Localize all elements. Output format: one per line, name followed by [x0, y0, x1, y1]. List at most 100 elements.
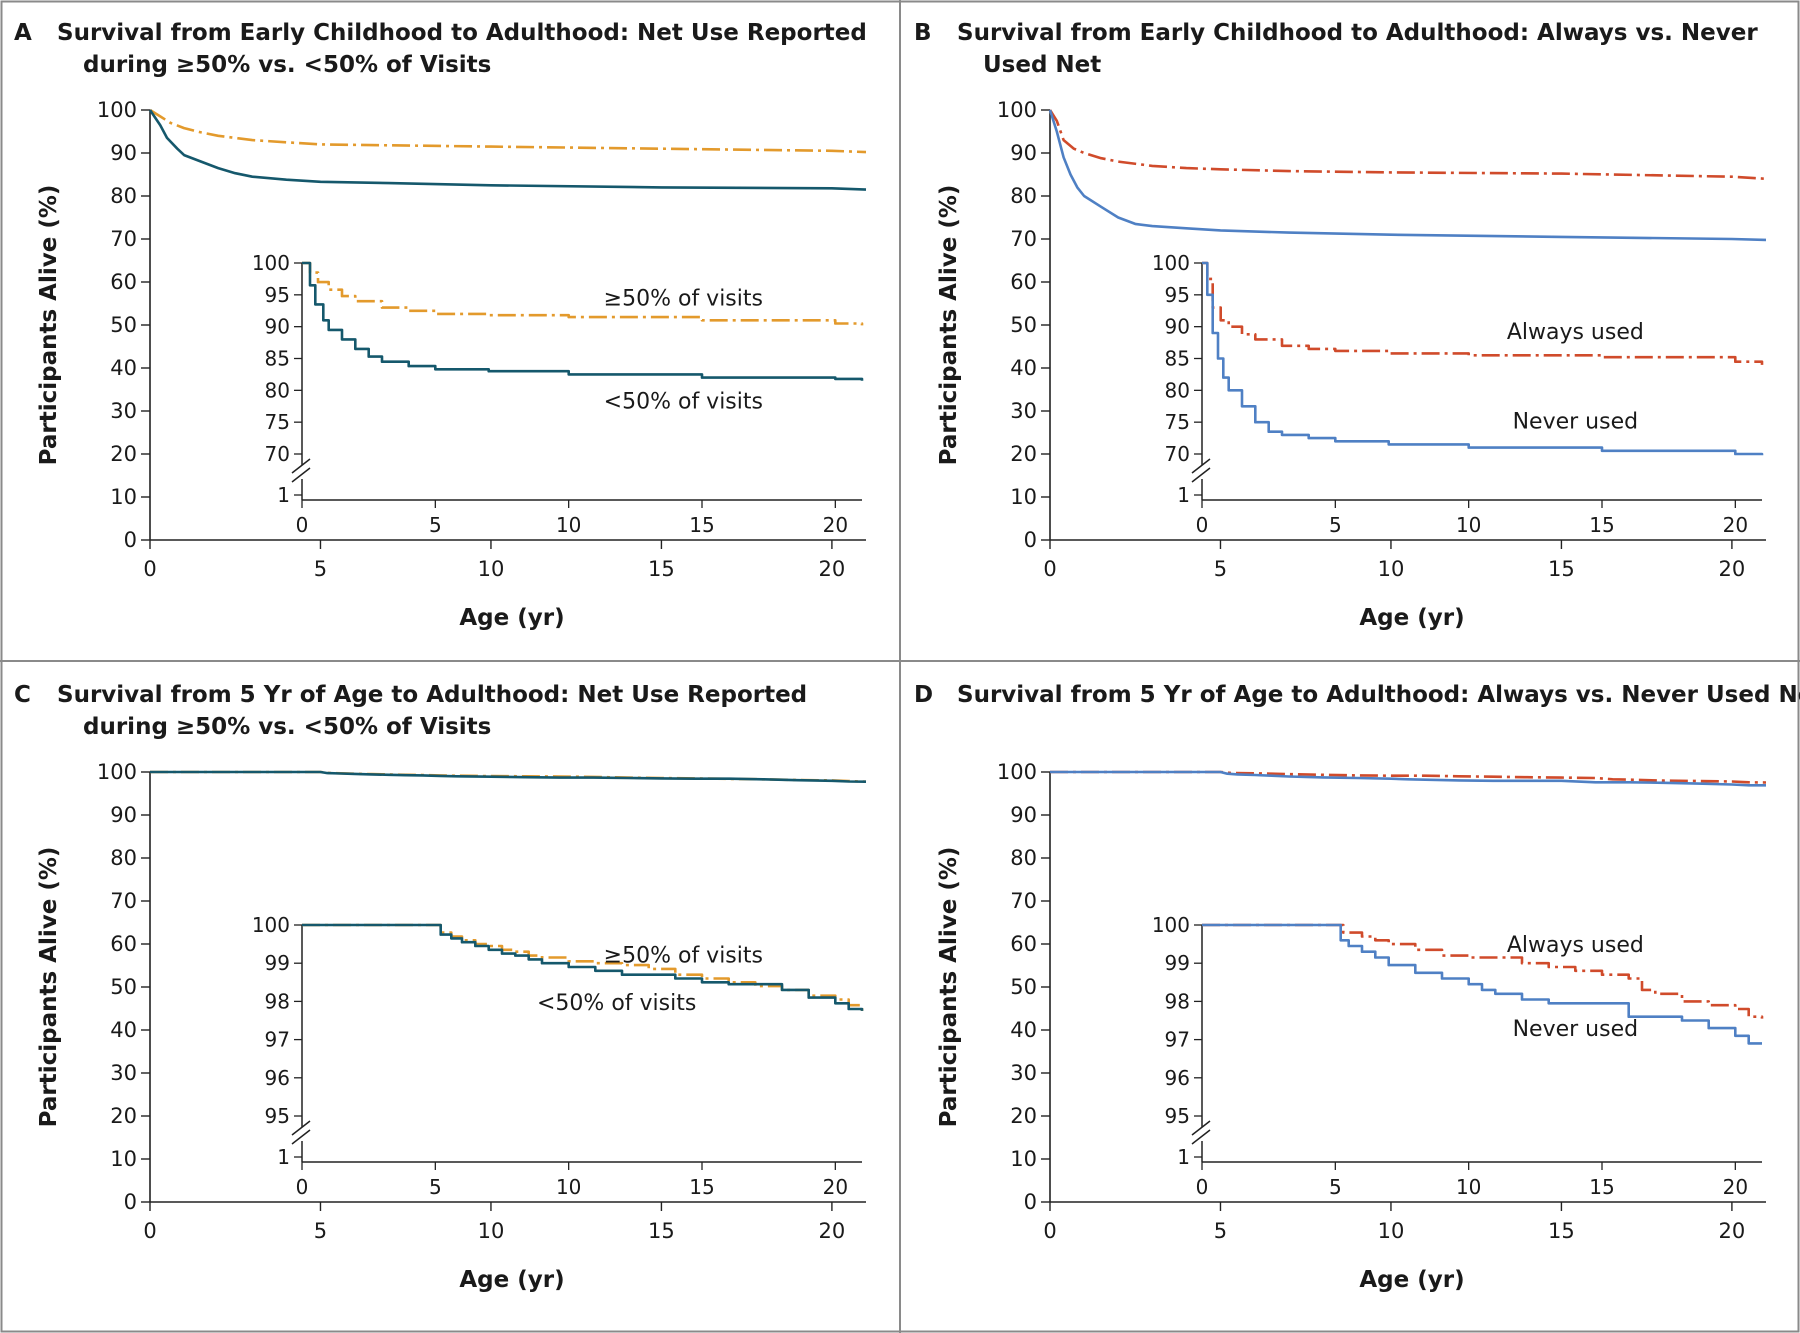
y-tick-label: 70 [1010, 227, 1037, 251]
main-series-line [148, 109, 867, 191]
y-axis-title: Participants Alive (%) [36, 185, 62, 466]
panel-title-line: Survival from Early Childhood to Adultho… [957, 20, 1758, 46]
x-tick-label: 10 [478, 1219, 505, 1243]
inset-x-tick-label: 20 [1723, 513, 1748, 537]
y-tick-label: 70 [110, 227, 137, 251]
inset-y-tick-label: 99 [1165, 951, 1190, 975]
y-tick-label: 100 [97, 98, 137, 122]
x-tick-label: 15 [1548, 1219, 1575, 1243]
y-tick-label: 10 [110, 485, 137, 509]
y-tick-label: 20 [110, 1104, 137, 1128]
inset-x-tick-label: 15 [1589, 513, 1614, 537]
x-tick-label: 20 [819, 1219, 846, 1243]
y-tick-label: 50 [110, 313, 137, 337]
inset-axis-break-mark [1191, 458, 1211, 474]
inset-axis-break-mark [291, 458, 311, 474]
x-axis-title: Age (yr) [1359, 605, 1464, 631]
panel-a: A Survival from Early Childhood to Adulth… [14, 20, 867, 631]
inset-axis-break-mark [291, 467, 311, 483]
y-tick-label: 90 [1010, 803, 1037, 827]
inset-y-tick-label: 95 [265, 1104, 290, 1128]
panel-c: C Survival from 5 Yr of Age to Adulthood:… [14, 682, 867, 1293]
inset-y-tick-label: 97 [265, 1028, 290, 1052]
inset-x-tick-label: 20 [823, 1175, 848, 1199]
x-tick-label: 0 [1043, 557, 1056, 581]
main-series-line [150, 770, 867, 783]
y-tick-label: 40 [110, 1018, 137, 1042]
x-axis-title: Age (yr) [1359, 1267, 1464, 1293]
series-label: Never used [1513, 409, 1639, 434]
inset-x-tick-label: 10 [556, 513, 581, 537]
inset-series-line [302, 261, 864, 326]
inset-y-tick-label: 100 [252, 251, 290, 275]
series-label: ≥50% of visits [604, 286, 763, 311]
x-tick-label: 15 [1548, 557, 1575, 581]
panel-d: D Survival from 5 Yr of Age to Adulthood:… [914, 682, 1800, 1293]
x-tick-label: 5 [314, 557, 327, 581]
inset-x-tick-label: 15 [689, 513, 714, 537]
y-axis-title: Participants Alive (%) [936, 847, 962, 1128]
inset-y-tick-label: 95 [265, 283, 290, 307]
x-tick-label: 0 [1043, 1219, 1056, 1243]
x-axis-title: Age (yr) [459, 1267, 564, 1293]
main-series-line [149, 108, 867, 154]
inset-axis-break-mark [291, 1129, 311, 1145]
panel-letter: D [914, 682, 933, 708]
y-tick-label: 10 [1010, 1147, 1037, 1171]
inset-x-tick-label: 5 [1329, 1175, 1342, 1199]
inset-y-tick-label: 85 [265, 347, 290, 371]
inset-y-tick-label: 85 [1165, 347, 1190, 371]
x-tick-label: 20 [819, 557, 846, 581]
inset-axis-break-mark [1191, 467, 1211, 483]
panel-title-line: Survival from Early Childhood to Adultho… [57, 20, 867, 46]
inset-x-tick-label: 0 [1196, 1175, 1209, 1199]
y-tick-label: 70 [1010, 889, 1037, 913]
y-tick-label: 50 [1010, 975, 1037, 999]
x-tick-label: 10 [1378, 1219, 1405, 1243]
panel-letter: A [14, 20, 32, 46]
y-tick-label: 80 [110, 184, 137, 208]
series-label: Always used [1507, 933, 1644, 958]
y-tick-label: 100 [997, 98, 1037, 122]
y-tick-label: 20 [1010, 442, 1037, 466]
inset-y-tick-label: 97 [1165, 1028, 1190, 1052]
x-tick-label: 10 [1378, 557, 1405, 581]
y-tick-label: 20 [1010, 1104, 1037, 1128]
x-tick-label: 10 [478, 557, 505, 581]
inset-x-tick-label: 15 [1589, 1175, 1614, 1199]
x-tick-label: 5 [1214, 557, 1227, 581]
x-tick-label: 5 [314, 1219, 327, 1243]
inset-y-tick-label: 70 [265, 442, 290, 466]
inset-series-line [1202, 261, 1764, 365]
inset-x-tick-label: 5 [429, 1175, 442, 1199]
inset-y-tick-label: 96 [1165, 1066, 1190, 1090]
inset-series-line [1202, 261, 1764, 456]
x-tick-label: 0 [143, 1219, 156, 1243]
inset-series-line [1202, 923, 1764, 1019]
inset-x-tick-label: 0 [1196, 513, 1209, 537]
y-tick-label: 40 [110, 356, 137, 380]
y-tick-label: 80 [110, 846, 137, 870]
inset-x-tick-label: 20 [1723, 1175, 1748, 1199]
y-tick-label: 30 [1010, 1061, 1037, 1085]
y-tick-label: 30 [110, 1061, 137, 1085]
panel-letter: C [14, 682, 31, 708]
y-axis-title: Participants Alive (%) [936, 185, 962, 466]
inset-x-tick-label: 10 [1456, 513, 1481, 537]
inset-y-tick-label: 75 [1165, 410, 1190, 434]
inset-series-line [302, 923, 864, 1011]
y-tick-label: 100 [97, 760, 137, 784]
y-tick-label: 50 [110, 975, 137, 999]
y-tick-label: 50 [1010, 313, 1037, 337]
y-tick-label: 100 [997, 760, 1037, 784]
inset-y-tick-label: 90 [265, 315, 290, 339]
inset-y-tick-label: 75 [265, 410, 290, 434]
y-tick-label: 90 [110, 141, 137, 165]
series-label: Never used [1513, 1017, 1639, 1042]
y-tick-label: 0 [124, 528, 137, 552]
y-tick-label: 90 [1010, 141, 1037, 165]
inset-y-tick-label: 98 [265, 989, 290, 1013]
panel-title-line: during ≥50% vs. <50% of Visits [83, 714, 491, 740]
y-tick-label: 60 [1010, 932, 1037, 956]
